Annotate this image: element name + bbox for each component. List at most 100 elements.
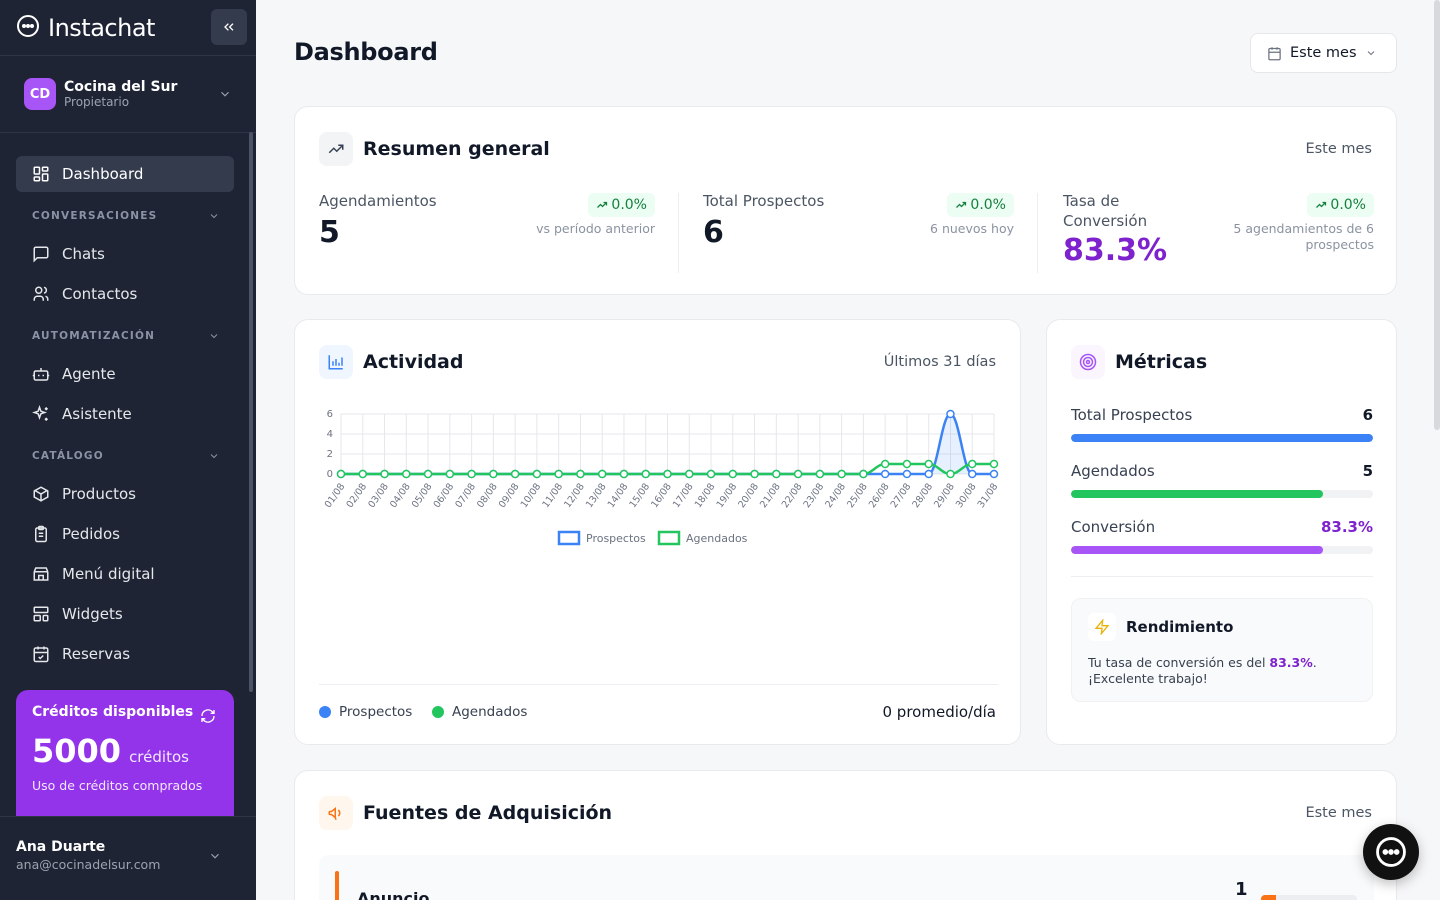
activity-line-chart: 024601/0802/0803/0804/0805/0806/0807/080… bbox=[323, 409, 999, 546]
sidebar-item-menu-digital[interactable]: Menú digital bbox=[16, 556, 234, 592]
x-tick-label: 21/08 bbox=[758, 481, 783, 510]
credits-amount: 5000 bbox=[32, 732, 122, 770]
bar-chart-icon bbox=[319, 345, 353, 379]
data-point-agendados bbox=[837, 469, 846, 479]
data-point-agendados bbox=[902, 459, 912, 469]
y-tick-label: 2 bbox=[327, 449, 333, 460]
data-point-agendados bbox=[510, 469, 520, 479]
user-name: Ana Duarte bbox=[16, 839, 106, 855]
user-menu[interactable]: Ana Duarte ana@cocinadelsur.com bbox=[0, 816, 256, 900]
brand[interactable]: Instachat bbox=[16, 14, 155, 42]
x-tick-label: 15/08 bbox=[627, 481, 652, 510]
org-switcher[interactable]: CD Cocina del Sur Propietario bbox=[24, 78, 238, 110]
source-row-anuncio: Anuncio 1 bbox=[319, 855, 1374, 900]
chat-bubble-icon bbox=[1376, 837, 1406, 867]
data-point-prospectos bbox=[880, 469, 890, 479]
activity-title: Actividad bbox=[363, 351, 464, 373]
sidebar-item-widgets[interactable]: Widgets bbox=[16, 596, 234, 632]
section-label: CONVERSACIONES bbox=[32, 210, 158, 222]
brand-name: Instachat bbox=[48, 14, 155, 42]
sidebar-scrollbar[interactable] bbox=[249, 132, 253, 692]
collapse-sidebar-button[interactable] bbox=[211, 9, 247, 45]
metric-conversion: Conversión 83.3% bbox=[1071, 518, 1373, 554]
sidebar-item-agente[interactable]: Agente bbox=[16, 356, 234, 392]
chat-fab-button[interactable] bbox=[1363, 824, 1419, 880]
divider bbox=[1037, 193, 1038, 273]
bot-icon bbox=[32, 368, 50, 381]
user-email: ana@cocinadelsur.com bbox=[16, 857, 161, 872]
performance-box: Rendimiento Tu tasa de conversión es del… bbox=[1071, 598, 1373, 702]
org-role: Propietario bbox=[64, 95, 130, 109]
data-point-agendados bbox=[989, 459, 999, 469]
footer-legend-prospectos: Prospectos bbox=[319, 704, 412, 720]
x-tick-label: 17/08 bbox=[671, 481, 696, 510]
credits-title: Créditos disponibles bbox=[32, 704, 194, 720]
sidebar-item-productos[interactable]: Productos bbox=[16, 476, 234, 512]
x-tick-label: 31/08 bbox=[976, 481, 999, 510]
x-tick-label: 19/08 bbox=[715, 481, 740, 510]
sidebar-item-chats[interactable]: Chats bbox=[16, 236, 234, 272]
metric-label: Total Prospectos bbox=[1071, 406, 1193, 424]
stat-note: 6 nuevos hoy bbox=[930, 221, 1014, 236]
sparkles-icon bbox=[32, 405, 48, 421]
data-point-agendados bbox=[793, 469, 803, 479]
refresh-icon[interactable] bbox=[200, 708, 216, 724]
data-point-agendados bbox=[445, 469, 455, 479]
activity-card: Actividad Últimos 31 días 0 2 4 6 01/08 02/08… bbox=[294, 319, 1021, 745]
divider bbox=[1071, 576, 1373, 577]
megaphone-icon bbox=[319, 796, 353, 830]
data-point-agendados bbox=[380, 469, 389, 479]
zap-icon bbox=[1088, 613, 1116, 641]
period-select[interactable]: Este mes bbox=[1250, 33, 1397, 73]
y-tick-label: 6 bbox=[327, 409, 333, 420]
x-tick-label: 30/08 bbox=[954, 481, 979, 510]
sidebar-item-dashboard[interactable]: Dashboard bbox=[16, 156, 234, 192]
footer-legend-agendados: Agendados bbox=[432, 704, 527, 720]
progress-fill bbox=[1071, 546, 1323, 554]
data-point-agendados bbox=[402, 469, 411, 479]
users-icon bbox=[33, 286, 49, 301]
data-point-agendados bbox=[859, 469, 868, 479]
sources-title: Fuentes de Adquisición bbox=[363, 802, 613, 824]
chevron-down-icon bbox=[210, 214, 218, 219]
x-tick-label: 04/08 bbox=[388, 481, 413, 510]
data-point-agendados bbox=[336, 469, 346, 479]
divider bbox=[678, 193, 679, 273]
performance-praise: ¡Excelente trabajo! bbox=[1088, 671, 1208, 686]
sidebar-item-reservas[interactable]: Reservas bbox=[16, 636, 234, 672]
x-tick-label: 10/08 bbox=[519, 481, 544, 510]
section-catalogo[interactable]: CATÁLOGO bbox=[16, 440, 234, 472]
progress-track bbox=[1071, 490, 1373, 498]
progress-fill bbox=[1071, 434, 1373, 442]
data-point-agendados bbox=[706, 469, 716, 479]
data-point-agendados bbox=[880, 459, 890, 469]
sidebar-item-label: Pedidos bbox=[62, 525, 120, 543]
section-conversaciones[interactable]: CONVERSACIONES bbox=[16, 200, 234, 232]
data-point-agendados bbox=[532, 469, 542, 479]
clipboard-list-icon bbox=[35, 525, 47, 543]
x-tick-label: 14/08 bbox=[606, 481, 631, 510]
data-point-prospectos bbox=[989, 469, 999, 479]
period-select-value: Este mes bbox=[1290, 45, 1357, 61]
sidebar-item-contactos[interactable]: Contactos bbox=[16, 276, 234, 312]
metrics-card: Métricas Total Prospectos 6 Agendados 5 Co… bbox=[1046, 319, 1397, 745]
stat-label: Agendamientos bbox=[319, 192, 437, 210]
y-tick-label: 4 bbox=[327, 429, 333, 440]
performance-text-c: . bbox=[1312, 655, 1317, 670]
summary-period: Este mes bbox=[1305, 141, 1372, 157]
x-tick-label: 06/08 bbox=[432, 481, 457, 510]
page-scrollbar[interactable] bbox=[1434, 0, 1440, 430]
x-tick-label: 29/08 bbox=[932, 481, 957, 510]
section-label: AUTOMATIZACIÓN bbox=[32, 330, 156, 342]
source-color-bar bbox=[335, 871, 339, 900]
sidebar-item-asistente[interactable]: Asistente bbox=[16, 396, 234, 432]
section-automatizacion[interactable]: AUTOMATIZACIÓN bbox=[16, 320, 234, 352]
metric-value: 5 bbox=[1362, 462, 1373, 480]
org-name: Cocina del Sur bbox=[64, 79, 178, 95]
package-icon bbox=[33, 486, 49, 502]
sidebar-item-pedidos[interactable]: Pedidos bbox=[16, 516, 234, 552]
chevron-down-icon bbox=[1367, 51, 1374, 56]
x-tick-label: 08/08 bbox=[475, 481, 500, 510]
data-point-prospectos bbox=[924, 469, 933, 479]
stat-agendamientos: Agendamientos 5 0.0% vs período anterior bbox=[319, 191, 655, 281]
